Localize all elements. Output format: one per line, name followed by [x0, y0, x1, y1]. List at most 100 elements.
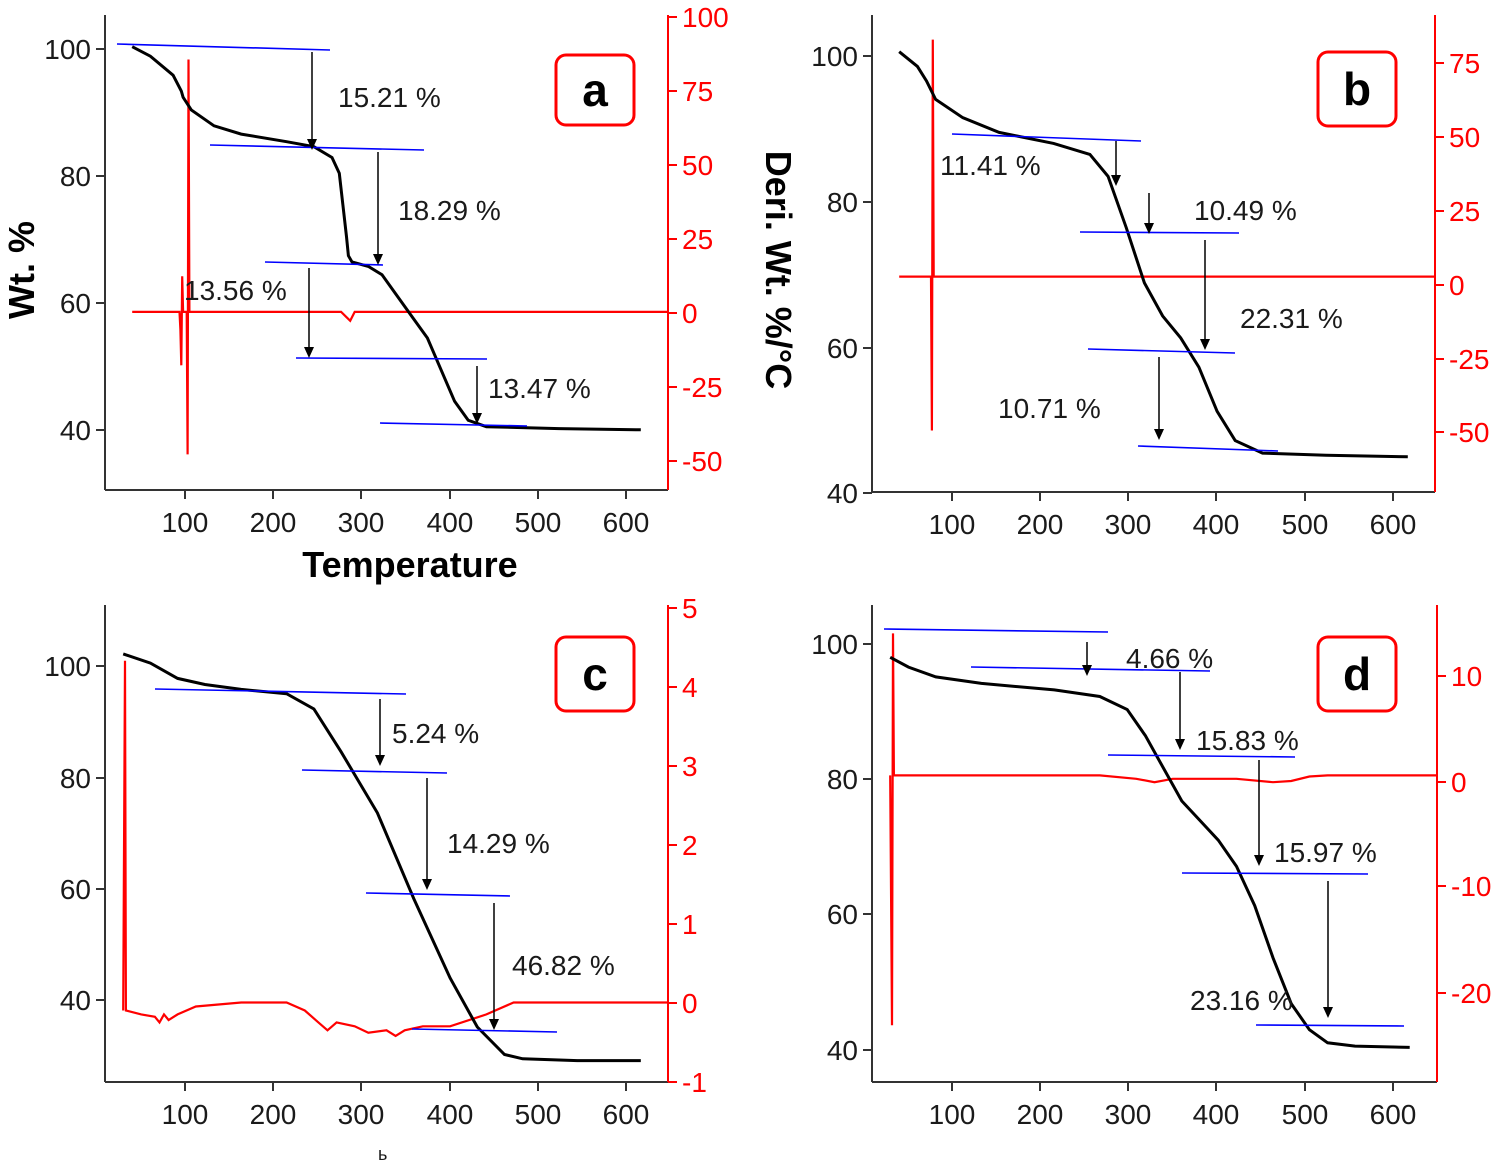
y-tick-label: 80: [827, 187, 858, 218]
step-arrowhead: [472, 413, 482, 424]
step-baseline: [883, 628, 1109, 633]
step-arrowhead: [373, 254, 383, 265]
y-tick-label: 60: [60, 874, 91, 905]
step-arrowhead: [1175, 739, 1185, 750]
y2-tick-label: 75: [1449, 48, 1480, 79]
x-tick-label: 300: [1105, 509, 1152, 540]
y-tick-label: 80: [827, 764, 858, 795]
step-arrowhead: [1254, 855, 1264, 866]
x-tick-label: 400: [427, 1099, 474, 1130]
step-arrowhead: [1144, 223, 1154, 234]
step-arrowhead: [375, 755, 385, 766]
y-tick-label: 100: [44, 651, 91, 682]
mass-loss-label: 22.31 %: [1240, 303, 1343, 334]
panel-b: 100 200 300 400 500 600 40 60 80 100 -50 -25 0 25 50 75…: [811, 15, 1489, 540]
mass-loss-label: 13.47 %: [488, 373, 591, 404]
y2-tick-label: 25: [1449, 196, 1480, 227]
panel-label-box: [1316, 635, 1398, 713]
y2-tick-label: 0: [1451, 767, 1467, 798]
mass-loss-label: 15.21 %: [338, 82, 441, 113]
derivative-series: [132, 59, 668, 455]
y-tick-label: 60: [827, 899, 858, 930]
x-tick-label: 500: [515, 507, 562, 538]
step-baseline: [365, 892, 511, 897]
y2-tick-label: 100: [682, 2, 729, 33]
y2-tick-label: 10: [1451, 661, 1482, 692]
x-tick-label: 500: [1282, 509, 1329, 540]
step-baseline: [116, 43, 331, 51]
step-baseline: [1255, 1024, 1405, 1027]
step-arrowhead: [1111, 175, 1121, 186]
step-arrowhead: [489, 1019, 499, 1030]
y2-tick-label: -25: [682, 372, 722, 403]
y-tick-label: 60: [827, 333, 858, 364]
y2-tick-label: 75: [682, 76, 713, 107]
step-arrowhead: [307, 139, 317, 150]
step-arrowhead: [1154, 429, 1164, 440]
step-arrowhead: [1323, 1007, 1333, 1018]
x-tick-label: 200: [1017, 509, 1064, 540]
y2-tick-label: 50: [682, 150, 713, 181]
panel-label: d: [1343, 648, 1371, 700]
step-baseline: [379, 422, 528, 427]
y2-tick-label: 0: [682, 988, 698, 1019]
panel-c: 100 200 300 400 500 600 40 60 80 100 -1 0 1 2 3 4 5 5.24 …: [44, 593, 707, 1130]
y2-tick-label: 2: [682, 830, 698, 861]
x-tick-label: 600: [603, 507, 650, 538]
step-baseline: [970, 666, 1211, 672]
y-tick-label: 100: [811, 41, 858, 72]
x-tick-label: 600: [603, 1099, 650, 1130]
mass-loss-label: 10.49 %: [1194, 195, 1297, 226]
y2-tick-label: 4: [682, 672, 698, 703]
y2-tick-label: 3: [682, 751, 698, 782]
y-tick-label: 40: [60, 985, 91, 1016]
mass-loss-label: 15.83 %: [1196, 725, 1299, 756]
x-tick-label: 300: [338, 507, 385, 538]
mass-loss-label: 46.82 %: [512, 950, 615, 981]
y-tick-label: 40: [827, 1035, 858, 1066]
x-tick-label: 100: [929, 1099, 976, 1130]
panel-label: a: [582, 64, 608, 116]
mass-loss-label: 10.71 %: [998, 393, 1101, 424]
mass-loss-label: 15.97 %: [1274, 837, 1377, 868]
x-tick-label: 100: [162, 507, 209, 538]
y2-tick-label: -20: [1451, 978, 1491, 1009]
step-baseline: [1137, 445, 1279, 452]
y2-tick-label: 0: [682, 298, 698, 329]
step-baseline: [1181, 872, 1369, 875]
step-arrowhead: [1082, 665, 1092, 676]
panel-label: c: [582, 648, 608, 700]
y2-tick-label: -10: [1451, 871, 1491, 902]
y-axis-title: Wt. %: [1, 221, 42, 319]
mass-loss-label: 18.29 %: [398, 195, 501, 226]
step-baseline: [154, 688, 407, 695]
x-axis-title: Temperature: [302, 544, 517, 585]
step-baseline: [951, 133, 1142, 142]
x-tick-label: 600: [1370, 1099, 1417, 1130]
weight-series: [131, 45, 641, 432]
step-baseline: [1087, 348, 1236, 354]
step-arrowhead: [422, 879, 432, 890]
mass-loss-label: 5.24 %: [392, 718, 479, 749]
y2-tick-label: -50: [682, 446, 722, 477]
panel-label-box: [1316, 50, 1398, 128]
step-baseline: [1107, 754, 1296, 758]
y2-tick-label: -1: [682, 1067, 707, 1098]
mass-loss-label: 23.16 %: [1190, 985, 1293, 1016]
y2-tick-label: 0: [1449, 270, 1465, 301]
panel-label: b: [1343, 63, 1371, 115]
panel-label-box: [554, 53, 636, 127]
y2-tick-label: 5: [682, 593, 698, 624]
weight-series: [898, 50, 1408, 459]
x-tick-label: 400: [427, 507, 474, 538]
panel-label-box: [554, 635, 636, 713]
y-tick-label: 40: [60, 415, 91, 446]
panel-a: 100 200 300 400 500 600 40 60 80 100 -50 -25 0 25 50 75…: [1, 2, 799, 585]
weight-series: [122, 652, 641, 1063]
x-tick-label: 600: [1370, 509, 1417, 540]
y2-tick-label: 25: [682, 224, 713, 255]
x-tick-label: 200: [250, 507, 297, 538]
y2-axis-title: Deri. Wt. %/°C: [758, 151, 799, 389]
step-baseline: [264, 261, 384, 266]
